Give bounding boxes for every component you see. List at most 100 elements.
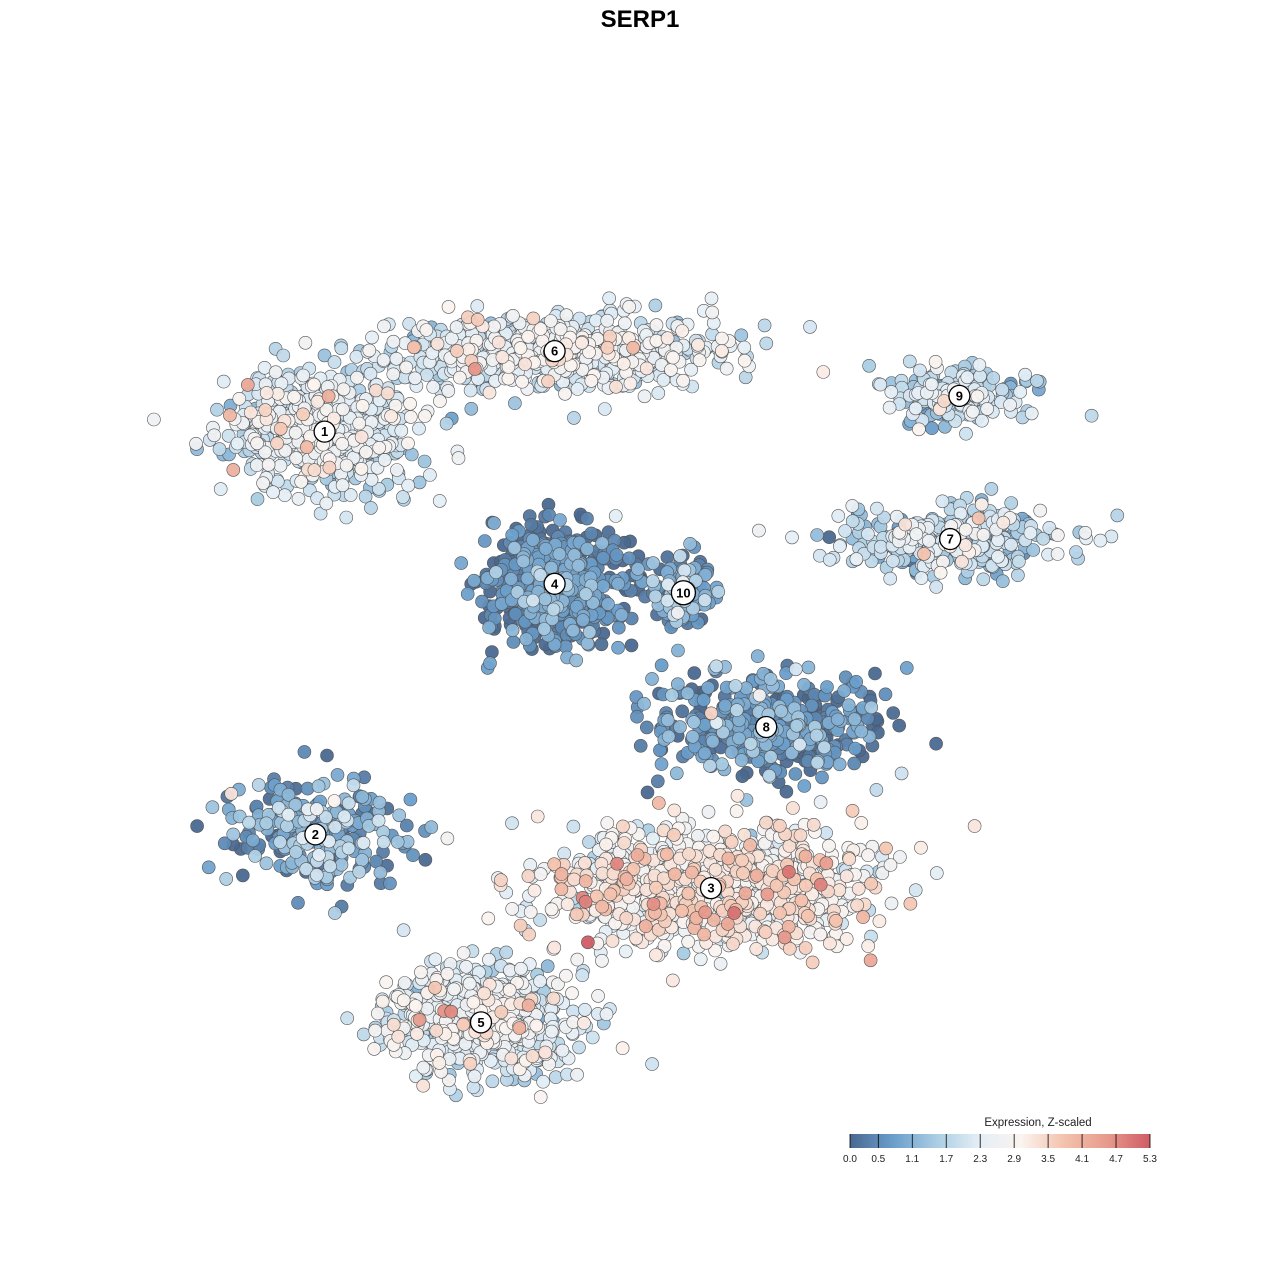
data-point	[530, 809, 545, 824]
data-point	[477, 986, 491, 1001]
data-point	[424, 820, 439, 835]
data-point	[403, 792, 418, 807]
data-point	[527, 883, 542, 898]
data-point	[504, 1051, 519, 1066]
data-point	[908, 401, 923, 416]
data-point	[250, 492, 265, 506]
data-point	[451, 451, 466, 465]
data-point	[232, 391, 247, 406]
data-point	[886, 706, 901, 720]
data-point	[1013, 385, 1028, 399]
data-point	[298, 335, 313, 350]
data-point	[706, 829, 721, 844]
data-point	[449, 320, 464, 335]
data-point	[585, 1030, 600, 1045]
data-point	[482, 952, 496, 967]
data-point	[1011, 568, 1025, 583]
data-point	[976, 528, 991, 542]
data-point	[416, 1060, 431, 1075]
data-point	[763, 750, 778, 764]
data-point	[355, 853, 369, 867]
data-point	[726, 937, 740, 951]
data-point	[673, 549, 688, 563]
data-point	[734, 753, 749, 767]
data-point	[307, 377, 321, 392]
data-point	[750, 649, 765, 664]
data-point	[685, 729, 700, 744]
data-point	[788, 662, 803, 677]
data-point	[236, 868, 250, 883]
data-point	[682, 847, 696, 861]
data-point	[759, 815, 773, 830]
data-point	[704, 706, 719, 721]
data-point	[386, 367, 401, 382]
data-point	[631, 562, 645, 576]
data-point	[533, 1090, 548, 1104]
data-point	[924, 377, 939, 392]
data-point	[737, 353, 752, 368]
data-point	[504, 572, 518, 586]
data-point	[974, 497, 989, 512]
data-point	[970, 389, 985, 404]
data-point	[251, 778, 266, 792]
data-point	[268, 365, 283, 380]
data-point	[367, 1042, 382, 1056]
data-point	[676, 373, 690, 388]
data-point	[792, 737, 807, 752]
data-point	[538, 1045, 553, 1060]
data-point	[908, 883, 923, 898]
data-point	[822, 552, 837, 567]
data-point	[929, 866, 944, 880]
data-point	[538, 541, 553, 556]
data-point	[909, 527, 924, 542]
data-point	[801, 660, 816, 675]
data-point	[680, 686, 695, 701]
data-point	[288, 425, 303, 440]
data-point	[403, 396, 417, 411]
data-point	[461, 342, 476, 357]
data-point	[544, 902, 559, 917]
data-point	[584, 374, 599, 388]
data-point	[713, 956, 728, 971]
data-point	[514, 961, 528, 976]
data-point	[762, 768, 777, 783]
data-point	[355, 790, 370, 804]
data-point	[914, 571, 929, 585]
data-point	[820, 680, 834, 694]
data-point	[809, 728, 824, 743]
data-point	[544, 1024, 559, 1039]
data-point	[386, 334, 401, 349]
data-point	[350, 370, 364, 385]
data-point	[995, 382, 1010, 397]
data-point	[386, 1017, 401, 1032]
data-point	[1093, 533, 1108, 548]
data-point	[1004, 496, 1019, 510]
data-point	[266, 485, 280, 500]
data-point	[666, 350, 680, 365]
data-point	[600, 313, 615, 328]
data-point	[210, 402, 224, 417]
data-point	[670, 605, 685, 620]
data-point	[715, 331, 729, 346]
data-point	[1030, 374, 1044, 388]
data-point	[499, 945, 514, 960]
data-point	[600, 816, 615, 830]
data-point	[291, 491, 306, 506]
data-point	[822, 838, 836, 853]
data-point	[399, 818, 414, 833]
data-point	[537, 622, 552, 636]
data-point	[660, 550, 675, 565]
data-point	[495, 350, 510, 364]
data-point	[785, 530, 799, 545]
data-point	[567, 411, 581, 425]
data-point	[256, 476, 270, 491]
data-point	[502, 983, 517, 997]
data-point	[841, 698, 856, 713]
data-point	[570, 1067, 584, 1082]
data-point	[832, 539, 847, 554]
data-point	[397, 976, 412, 990]
data-point	[250, 436, 264, 451]
data-point	[611, 620, 626, 635]
data-point	[861, 527, 875, 541]
data-point	[370, 1006, 385, 1021]
